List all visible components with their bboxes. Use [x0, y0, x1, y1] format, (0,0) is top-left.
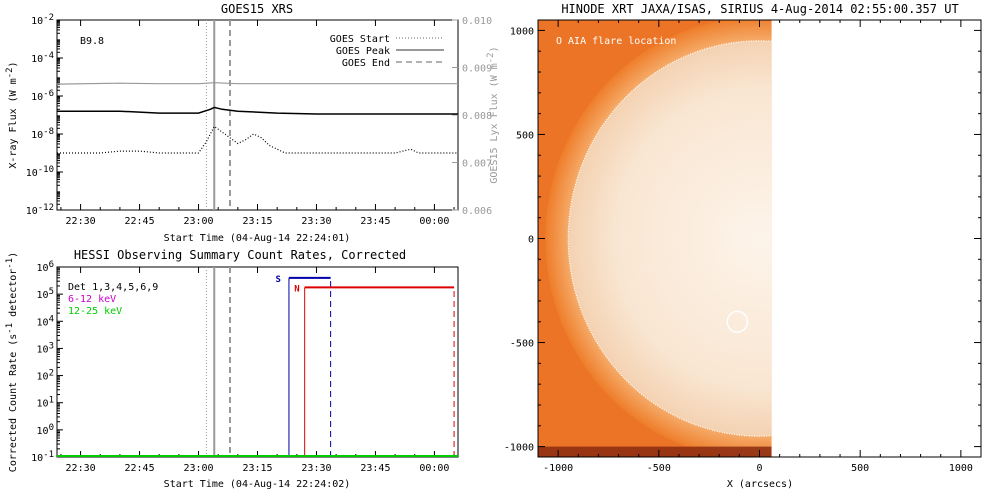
hessi-ytick-label: 101 — [37, 396, 54, 410]
goes-legend-label: GOES Peak — [336, 46, 390, 57]
goes-y2tick-label: 0.008 — [462, 111, 492, 122]
goes-xtick-label: 23:15 — [242, 216, 272, 227]
goes-y2tick-label: 0.009 — [462, 64, 492, 75]
xrt-xtick-label: -500 — [647, 463, 671, 474]
xrt-xtick-label: -1000 — [543, 463, 573, 474]
goes-class-annotation: B9.8 — [80, 36, 104, 47]
goes-legend-label: GOES End — [342, 58, 390, 69]
xrt-panel: HINODE XRT JAXA/ISAS, SIRIUS 4-Aug-2014 … — [504, 2, 982, 490]
hessi-title: HESSI Observing Summary Count Rates, Cor… — [74, 248, 406, 262]
goes-legend-label: GOES Start — [330, 34, 390, 45]
xrt-ytick-label: -1000 — [504, 443, 534, 454]
xrt-ytick-label: 0 — [528, 235, 534, 246]
goes-y2tick-label: 0.007 — [462, 159, 492, 170]
hessi-xtick-label: 23:45 — [360, 463, 390, 474]
hessi-ytick-label: 106 — [37, 260, 54, 274]
goes-ytick-label: 10-12 — [26, 203, 54, 217]
goes-xtick-label: 22:45 — [125, 216, 155, 227]
goes-ytick-label: 10-10 — [26, 165, 54, 179]
hessi-plot-frame — [56, 266, 459, 458]
goes-xtick-label: 23:45 — [360, 216, 390, 227]
goes-panel: GOES15 XRS 22:30 22:45 23:00 23:15 23:30 23:4… — [5, 2, 500, 244]
goes-ytick-label: 10-8 — [31, 127, 54, 141]
xrt-bottom-band — [538, 446, 772, 457]
hessi-ytick-label: 104 — [37, 314, 54, 328]
hessi-ytick-label: 103 — [37, 341, 54, 355]
xrt-xtick-label: 500 — [851, 463, 869, 474]
hessi-ytick-label: 100 — [37, 423, 54, 437]
goes-series-long — [57, 106, 458, 115]
goes-title: GOES15 XRS — [221, 2, 293, 16]
hessi-xlabel: Start Time (04-Aug-14 22:24:02) — [164, 479, 351, 490]
hessi-ytick-label: 102 — [37, 369, 54, 383]
goes-y2tick-label: 0.006 — [462, 206, 492, 217]
xrt-xtick-label: 0 — [756, 463, 762, 474]
xrt-ytick-label: 1000 — [510, 26, 534, 37]
goes-ytick-label: 10-2 — [31, 13, 54, 27]
goes-y2label: GOES15 Lyx Flux (W m-2) — [486, 46, 500, 183]
hessi-xtick-label: 23:00 — [183, 463, 213, 474]
xrt-flare-circle — [726, 310, 749, 333]
hessi-xtick-label: 00:00 — [419, 463, 449, 474]
xrt-solar-disk — [568, 40, 772, 437]
hessi-xtick-label: 22:30 — [66, 463, 96, 474]
xrt-flare-legend: O AIA flare location — [556, 36, 676, 47]
hessi-ylabel: Corrected Count Rate (s-1 detector-1) — [5, 252, 19, 472]
hessi-xtick-label: 22:45 — [125, 463, 155, 474]
goes-xtick-label: 23:00 — [183, 216, 213, 227]
hessi-ytick-label: 105 — [37, 287, 54, 301]
hessi-panel: HESSI Observing Summary Count Rates, Cor… — [5, 248, 459, 490]
hessi-legend-label: Det 1,3,4,5,6,9 — [68, 282, 158, 293]
xrt-xlabel: X (arcsecs) — [727, 479, 793, 490]
goes-plot-frame — [56, 19, 459, 211]
goes-ytick-label: 10-6 — [31, 89, 54, 103]
goes-series-short — [57, 125, 458, 154]
xrt-title: HINODE XRT JAXA/ISAS, SIRIUS 4-Aug-2014 … — [561, 2, 958, 16]
hessi-xtick-label: 23:30 — [301, 463, 331, 474]
goes-y2tick-label: 0.010 — [462, 16, 492, 27]
goes-ylabel-text: X-ray Flux (W m — [8, 78, 19, 168]
goes-series-lya — [57, 82, 458, 85]
hessi-legend-label: 12-25 keV — [68, 306, 122, 317]
hessi-ytick-label: 10-1 — [31, 450, 54, 464]
goes-xtick-label: 23:30 — [301, 216, 331, 227]
xrt-ytick-label: 500 — [516, 130, 534, 141]
xrt-xtick-label: 1000 — [949, 463, 973, 474]
hessi-xtick-label: 23:15 — [242, 463, 272, 474]
goes-ytick-label: 10-4 — [31, 51, 54, 65]
goes-ylabel: X-ray Flux (W m-2) — [5, 61, 19, 168]
hessi-legend-label: 6-12 keV — [68, 294, 116, 305]
xrt-ytick-label: -500 — [510, 339, 534, 350]
goes-xtick-label: 00:00 — [419, 216, 449, 227]
xrt-limb — [567, 40, 772, 437]
night-label: N — [294, 284, 299, 294]
goes-xtick-label: 22:30 — [66, 216, 96, 227]
goes-xlabel: Start Time (04-Aug-14 22:24:01) — [164, 233, 351, 244]
saa-label: S — [276, 275, 281, 285]
